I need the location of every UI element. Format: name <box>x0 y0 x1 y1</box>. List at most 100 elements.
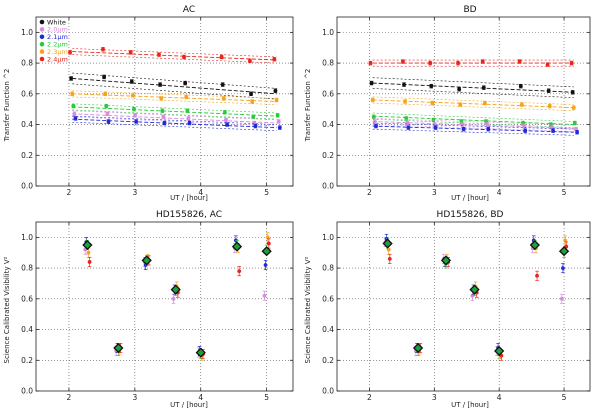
data-point <box>470 293 475 298</box>
fit-band-upper <box>372 122 574 130</box>
data-point <box>262 293 267 298</box>
data-point <box>162 121 167 125</box>
fit-line <box>72 113 277 124</box>
x-tick-label: 3 <box>432 188 437 197</box>
data-point <box>461 127 466 132</box>
legend-label: 2.0μm <box>47 26 68 34</box>
legend-marker <box>39 19 45 25</box>
data-point <box>572 121 577 125</box>
y-tick-label: 0.0 <box>21 182 33 191</box>
data-point <box>128 50 133 55</box>
data-point <box>265 235 270 240</box>
data-point <box>82 239 93 251</box>
fit-line <box>72 106 277 117</box>
legend-label: 2.4μm <box>47 55 68 63</box>
fit-line <box>72 51 277 61</box>
fit-band-lower <box>372 88 574 98</box>
x-axis-label: UT / [hour] <box>451 194 489 202</box>
legend-label: White <box>47 18 66 26</box>
legend-marker <box>39 34 45 40</box>
x-tick-label: 5 <box>562 393 567 402</box>
y-tick-label: 0.4 <box>21 120 33 129</box>
data-point <box>182 55 186 59</box>
data-point <box>483 101 487 105</box>
data-point <box>575 130 579 135</box>
data-point <box>195 347 206 358</box>
data-point <box>141 255 152 266</box>
y-tick-label: 1.0 <box>21 28 33 37</box>
data-point <box>101 47 105 52</box>
data-point <box>370 98 375 102</box>
fit-band-lower <box>372 124 574 132</box>
panel-title: HD155826, AC <box>156 210 222 220</box>
data-point <box>129 79 134 84</box>
y-tick-label: 1.0 <box>21 233 33 242</box>
data-point <box>221 96 226 101</box>
data-point <box>518 84 523 89</box>
legend-marker <box>39 41 45 47</box>
x-tick-label: 2 <box>67 188 72 197</box>
x-tick-label: 4 <box>497 188 502 197</box>
legend-label: 2.2μm <box>47 41 68 49</box>
data-point <box>171 296 176 301</box>
data-point <box>251 114 256 119</box>
x-tick-label: 5 <box>562 188 567 197</box>
fit-band-lower <box>372 128 574 136</box>
data-point <box>248 58 252 63</box>
data-point <box>161 114 166 119</box>
data-point <box>547 104 552 109</box>
plot-frame <box>336 221 591 392</box>
x-tick-label: 5 <box>264 393 269 402</box>
fit-line <box>72 93 277 102</box>
data-point <box>382 238 393 249</box>
fit-band-upper <box>372 96 574 105</box>
y-tick-label: 0.0 <box>21 387 33 396</box>
y-tick-label: 0.2 <box>322 151 334 160</box>
data-point <box>103 91 108 96</box>
plot-frame <box>35 16 294 187</box>
data-point <box>559 296 564 301</box>
data-point <box>570 90 575 95</box>
data-point <box>106 119 111 124</box>
y-tick-label: 0.8 <box>21 59 33 68</box>
x-tick-label: 2 <box>367 188 372 197</box>
data-point <box>231 241 243 252</box>
data-point <box>274 98 279 102</box>
legend-marker <box>39 49 45 54</box>
data-point <box>535 273 539 278</box>
data-point <box>70 91 75 96</box>
data-point <box>72 111 77 116</box>
data-point <box>249 91 253 96</box>
fit-line <box>72 78 277 95</box>
plot-area: 2 3 4 5 0.0 0.2 0.4 0.6 0.8 1.0 <box>21 16 294 197</box>
y-axis-label: Transfer Function ^2 <box>304 69 312 143</box>
data-point <box>130 93 135 98</box>
data-point <box>134 119 139 124</box>
data-point <box>372 119 377 124</box>
x-tick-label: 5 <box>264 188 269 197</box>
data-point <box>250 99 255 104</box>
data-point <box>157 52 161 57</box>
x-tick-label: 3 <box>132 188 137 197</box>
data-point <box>68 50 72 55</box>
data-point <box>237 269 242 274</box>
data-point <box>223 110 227 115</box>
fit-band-upper <box>372 118 574 126</box>
data-point <box>469 284 480 295</box>
data-point <box>105 111 110 116</box>
y-tick-label: 1.0 <box>322 28 334 37</box>
data-point <box>428 61 433 65</box>
panel-title: HD155826, BD <box>437 210 504 220</box>
y-tick-label: 0.4 <box>322 120 334 129</box>
fit-line <box>372 125 574 133</box>
data-point <box>71 104 76 109</box>
data-point <box>368 61 373 65</box>
data-point <box>273 88 278 93</box>
plot-frame <box>35 221 294 392</box>
legend-marker <box>39 56 45 62</box>
y-tick-label: 0.4 <box>322 325 334 334</box>
data-point <box>402 82 406 87</box>
y-tick-label: 0.4 <box>21 325 33 334</box>
legend-label: 2.3μm <box>47 48 68 56</box>
